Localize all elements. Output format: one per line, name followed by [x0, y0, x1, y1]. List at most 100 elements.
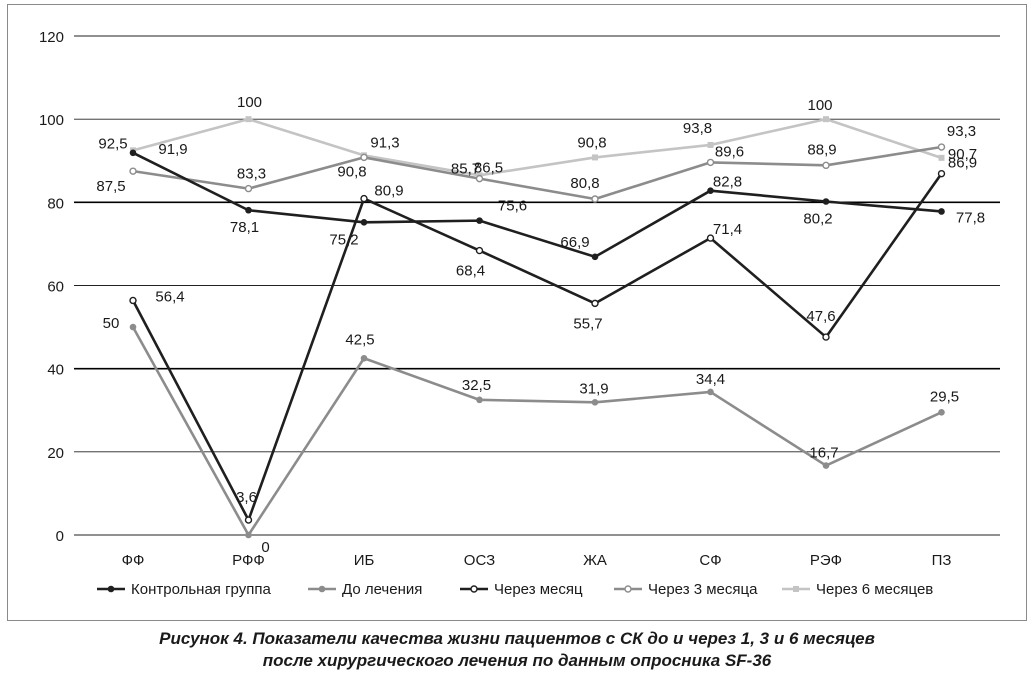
data-label: 80,2 — [803, 211, 832, 228]
data-label: 100 — [237, 94, 262, 111]
y-tick-label: 40 — [47, 362, 64, 379]
data-label: 90,8 — [337, 163, 366, 180]
x-tick-label: ПЗ — [932, 552, 952, 569]
x-tick-labels: ФФ РФФ ИБ ОСЗ ЖА СФ РЭФ ПЗ — [122, 552, 952, 569]
data-point — [470, 585, 478, 593]
data-label: 93,8 — [683, 120, 712, 137]
data-label: 34,4 — [696, 371, 725, 388]
data-point — [591, 299, 599, 308]
series-1 — [129, 323, 945, 539]
data-label: 92,5 — [98, 135, 127, 152]
data-point — [937, 169, 946, 178]
data-point — [822, 161, 830, 170]
y-tick-label: 120 — [39, 29, 64, 46]
data-label: 66,9 — [560, 234, 589, 251]
data-point — [244, 184, 253, 193]
data-label: 86,9 — [948, 155, 977, 172]
legend-item: До лечения — [308, 581, 422, 598]
y-tick-label: 80 — [47, 195, 64, 212]
data-point — [107, 585, 115, 593]
data-point — [823, 116, 829, 123]
y-tick-label: 0 — [56, 528, 64, 545]
legend-label: Через 3 месяца — [648, 581, 758, 598]
data-point — [624, 585, 632, 593]
data-point — [129, 323, 137, 331]
data-point — [706, 158, 715, 167]
data-point — [707, 141, 714, 148]
data-point — [938, 409, 945, 416]
data-label: 80,9 — [374, 183, 403, 200]
x-tick-label: ЖА — [583, 552, 607, 569]
data-label: 71,4 — [713, 221, 742, 238]
legend-item: Через 3 месяца — [614, 581, 758, 598]
data-label: 31,9 — [579, 380, 608, 397]
data-point — [592, 154, 598, 161]
caption-line-1: Рисунок 4. Показатели качества жизни пац… — [159, 629, 875, 648]
legend-item: Через 6 месяцев — [782, 581, 933, 598]
data-point — [591, 399, 599, 406]
data-label: 78,1 — [230, 219, 259, 236]
data-point — [360, 153, 368, 162]
data-label: 82,8 — [713, 174, 742, 191]
series-0 — [129, 149, 945, 261]
data-label: 89,6 — [715, 143, 744, 160]
data-label: 0 — [261, 539, 269, 556]
data-point — [938, 154, 945, 161]
data-label: 32,5 — [462, 377, 491, 394]
data-label: 55,7 — [573, 315, 602, 332]
series-2 — [129, 169, 946, 524]
data-point — [822, 462, 830, 469]
data-labels: 91,9 78,1 75,2 75,6 66,9 82,8 80,2 77,8 50 0 42,5 3… — [96, 94, 985, 556]
data-label: 100 — [807, 97, 832, 114]
data-point — [822, 198, 830, 205]
x-tick-label: РФФ — [232, 552, 265, 569]
data-label: 29,5 — [930, 388, 959, 405]
data-point — [129, 149, 137, 157]
data-point — [360, 218, 368, 226]
legend: Контрольная группа До лечения Через месяц Ч… — [97, 581, 933, 598]
data-label: 93,3 — [947, 123, 976, 140]
series-line — [132, 151, 942, 259]
series-line — [132, 145, 942, 201]
data-label: 42,5 — [345, 331, 374, 348]
y-tick-label: 60 — [47, 279, 64, 296]
legend-label: Через 6 месяцев — [816, 581, 933, 598]
data-point — [591, 253, 599, 261]
data-label: 68,4 — [456, 263, 485, 280]
line-chart: 0 20 40 60 80 100 120 ФФ РФФ ИБ ОСЗ ЖА СФ РЭФ ПЗ 91,9… — [39, 29, 1000, 598]
data-label: 3,6 — [236, 489, 257, 506]
series-line — [132, 117, 942, 177]
data-label: 91,3 — [370, 134, 399, 151]
data-point — [475, 246, 484, 255]
data-point — [245, 116, 252, 123]
data-point — [245, 531, 252, 539]
data-label: 47,6 — [806, 308, 835, 325]
x-tick-label: РЭФ — [810, 552, 842, 569]
caption-line-2: после хирургического лечения по данным о… — [262, 651, 772, 670]
x-tick-label: СФ — [699, 552, 721, 569]
legend-item: Контрольная группа — [97, 581, 271, 598]
legend-label: Контрольная группа — [131, 581, 271, 598]
data-point — [706, 234, 715, 242]
data-label: 75,6 — [498, 198, 527, 215]
data-point — [475, 174, 484, 183]
series-3 — [129, 143, 946, 203]
data-label: 80,8 — [570, 175, 599, 192]
data-point — [360, 194, 368, 203]
data-label: 16,7 — [809, 445, 838, 462]
data-label: 85,7 — [451, 161, 480, 178]
legend-label: До лечения — [342, 581, 422, 598]
data-point — [244, 516, 253, 524]
data-label: 56,4 — [155, 288, 184, 305]
data-label: 86,5 — [474, 159, 503, 176]
x-tick-label: ФФ — [122, 552, 145, 569]
data-point — [793, 586, 799, 592]
x-tick-label: ОСЗ — [464, 552, 495, 569]
data-point — [937, 143, 946, 151]
data-label: 83,3 — [237, 166, 266, 183]
legend-item: Через месяц — [460, 581, 583, 598]
data-label: 75,2 — [329, 231, 358, 248]
figure-caption: Рисунок 4. Показатели качества жизни пац… — [0, 628, 1034, 672]
data-point — [822, 333, 830, 341]
series-lines — [129, 116, 946, 539]
